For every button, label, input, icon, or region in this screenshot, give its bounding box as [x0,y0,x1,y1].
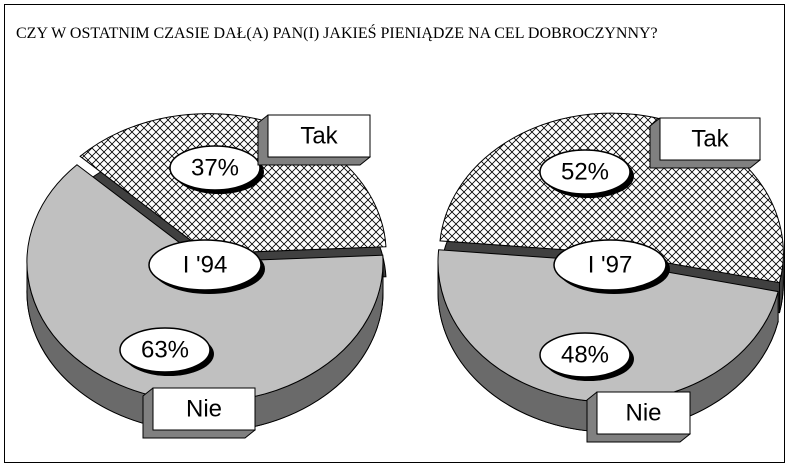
legend-box [267,114,371,158]
legend-label: Nie [186,395,222,422]
center-label: I '97 [588,251,633,278]
legend-label: Nie [625,399,661,426]
frame [4,4,785,463]
center-label: I '94 [183,251,228,278]
data-label: 37% [191,154,239,181]
chart-title: CZY W OSTATNIM CZASIE DAŁ(A) PAN(I) JAKI… [16,25,658,42]
data-label: 52% [561,158,609,185]
legend-label: Tak [300,122,338,149]
legend-label: Tak [691,125,729,152]
center-label-bg [553,239,667,291]
legend-box [596,391,691,435]
data-label-bg [539,332,631,378]
data-label-bg [169,145,261,191]
data-label: 48% [561,341,609,368]
data-label: 63% [141,336,189,363]
data-label-bg [539,149,631,195]
center-label-bg [148,239,262,291]
legend-box [152,387,256,431]
data-label-bg [119,327,211,373]
legend-box [659,117,761,161]
slice [437,249,779,403]
